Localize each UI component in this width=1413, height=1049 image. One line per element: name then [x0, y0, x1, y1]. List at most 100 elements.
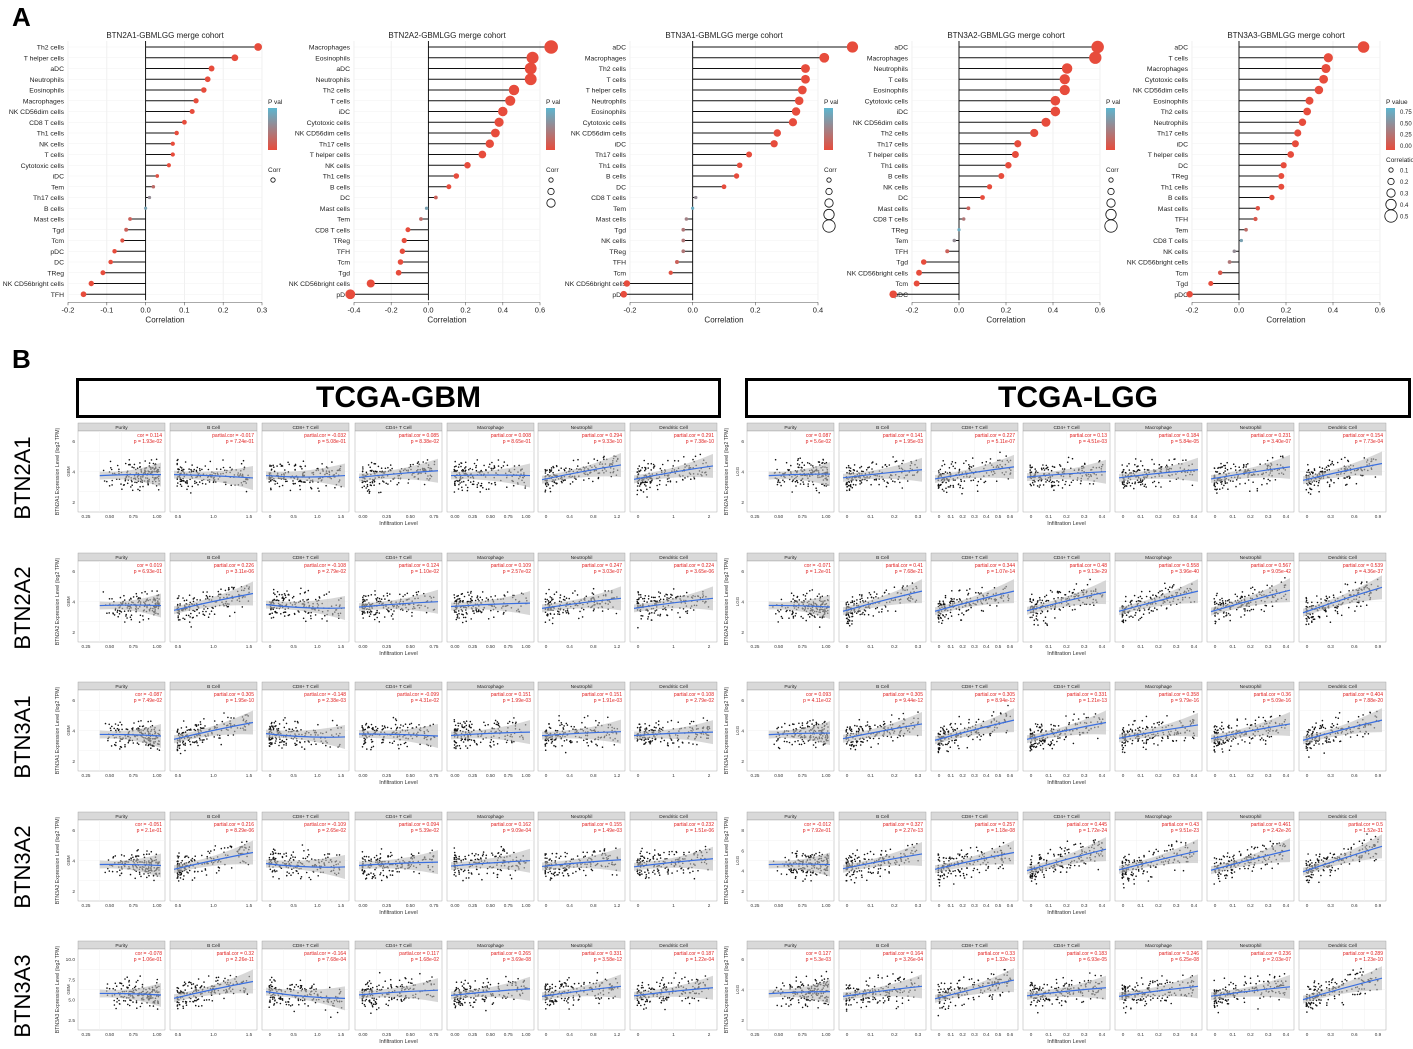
y-tick-label: 2: [72, 630, 75, 636]
strip-label: CD4+ T Cell: [1053, 555, 1079, 561]
x-tick-label: 0.2: [1247, 1032, 1254, 1037]
strip-label: Macrophage: [477, 943, 504, 949]
lollipop-dot: [684, 217, 689, 221]
category-label: Th17 cells: [595, 152, 627, 159]
lollipop-dot: [1186, 290, 1193, 298]
x-tick-label: 2: [708, 514, 711, 519]
stat-pvalue: p = 4.31e-02: [411, 698, 439, 704]
stat-pvalue: p = 4.51e-03: [1079, 439, 1107, 445]
x-tick-label: 0.5: [175, 1032, 182, 1037]
category-label: Th2 cells: [323, 88, 351, 95]
category-label: T cells: [888, 77, 908, 84]
stat-pvalue: p = 6.93e-05: [1079, 957, 1107, 963]
x-tick-label: 0.4: [566, 514, 573, 519]
trend-line: [265, 733, 346, 738]
confidence-band: [542, 719, 621, 744]
stat-correlation: partial.cor = 0.094: [399, 822, 439, 828]
x-tick-label: 0.1: [1046, 514, 1053, 519]
x-tick-label: 1.0: [210, 1032, 217, 1037]
strip-label: Purity: [784, 425, 797, 431]
lollipop-dot: [788, 118, 798, 127]
stat-correlation: partial.cor = 0.151: [491, 692, 531, 698]
trend-line: [934, 979, 1015, 1000]
x-tick-label: 0: [846, 773, 849, 778]
strip-label: Macrophage: [1145, 684, 1172, 690]
x-tick-label: 0.25: [82, 1032, 91, 1037]
lollipop-dot: [170, 152, 175, 157]
x-tick-label: 1.2: [614, 514, 621, 519]
stat-pvalue: p = 9.51e-23: [1171, 828, 1199, 834]
lollipop-dot: [100, 270, 106, 276]
x-tick-label: 0.75: [504, 514, 513, 519]
stat-pvalue: p = 7.49e-02: [134, 698, 162, 704]
x-tick-label: 0: [1306, 773, 1309, 778]
trend-line: [1302, 462, 1383, 481]
stat-pvalue: p = 5.39e-02: [411, 828, 439, 834]
x-tick-label: 0.3: [971, 514, 978, 519]
x-axis-label: Infiltration Level: [379, 1039, 418, 1045]
x-tick-label: 0.8: [590, 1032, 597, 1037]
lollipop-dot: [524, 73, 537, 86]
stat-pvalue: p = 8.65e-01: [503, 439, 531, 445]
stat-pvalue: p = 9.13e-29: [1079, 569, 1107, 575]
x-tick-label: 0.3: [971, 644, 978, 649]
x-tick-label: 0.4: [1099, 644, 1106, 649]
y-tick-label: 8: [741, 828, 744, 834]
x-tick-label: 0.00: [359, 903, 368, 908]
x-tick-label: 1: [672, 644, 675, 649]
legend-corr-title: Corr: [824, 167, 837, 174]
x-tick-label: 0: [269, 903, 272, 908]
x-tick-label: 0.50: [105, 644, 114, 649]
strip-label: CD4+ T Cell: [1053, 425, 1079, 431]
category-label: T cells: [44, 152, 64, 159]
x-tick-label: 1.0: [210, 773, 217, 778]
x-tick-label: 0.4: [566, 644, 573, 649]
x-tick-label: 0.1: [1138, 514, 1145, 519]
x-tick-label: 0.2: [750, 305, 760, 314]
legend-pval-tick: 0.75: [1400, 110, 1412, 116]
strip-label: Macrophage: [477, 684, 504, 690]
x-tick-label: 0: [269, 773, 272, 778]
strip-label: CD4+ T Cell: [1053, 943, 1079, 949]
legend-corr-circle: [823, 208, 835, 221]
lollipop-dot: [913, 280, 920, 287]
category-label: Eosinophils: [29, 88, 64, 95]
stat-correlation: partial.cor = 0.246: [1159, 951, 1199, 957]
x-tick-label: 0.6: [1351, 644, 1358, 649]
category-label: aDC: [50, 66, 64, 73]
lollipop-dot: [681, 227, 686, 232]
category-label: Tgd: [52, 227, 64, 234]
lollipop-dot: [1089, 51, 1102, 64]
category-label: Macrophages: [309, 45, 351, 52]
category-label: T helper cells: [1148, 152, 1189, 159]
x-tick-label: 0.3: [1173, 514, 1180, 519]
cohort-side-label: LGG: [735, 596, 740, 606]
strip-label: Dendritic Cell: [659, 814, 688, 820]
stat-correlation: partial.cor = 0.154: [1343, 433, 1383, 439]
x-tick-label: 0.4: [1099, 514, 1106, 519]
category-label: Mast cells: [878, 206, 909, 213]
lollipop-dot: [952, 238, 957, 243]
lollipop-dot: [736, 162, 743, 169]
lollipop-dot: [966, 206, 971, 211]
x-tick-label: 0.2: [1247, 514, 1254, 519]
x-tick-label: 0.3: [1081, 1032, 1088, 1037]
x-tick-label: 1.2: [614, 773, 621, 778]
trend-line: [842, 853, 923, 870]
x-tick-label: 0.3: [1265, 903, 1272, 908]
legend-pval-colorbar: [268, 108, 277, 150]
x-tick-label: 0.2: [218, 305, 228, 314]
strip-label: Macrophage: [477, 425, 504, 431]
strip-label: Purity: [115, 684, 128, 690]
x-tick-label: 0.3: [915, 644, 922, 649]
x-tick-label: 1: [672, 773, 675, 778]
x-tick-label: 0.4: [1099, 903, 1106, 908]
x-tick-label: 0.3: [257, 305, 267, 314]
